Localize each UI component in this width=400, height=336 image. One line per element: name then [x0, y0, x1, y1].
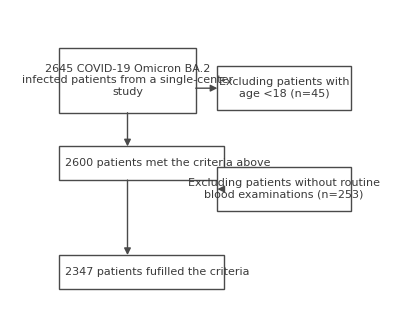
Text: 2645 COVID-19 Omicron BA.2
infected patients from a single-center
study: 2645 COVID-19 Omicron BA.2 infected pati… — [22, 64, 233, 97]
Text: 2347 patients fufilled the criteria: 2347 patients fufilled the criteria — [65, 267, 249, 277]
FancyBboxPatch shape — [59, 48, 196, 113]
FancyBboxPatch shape — [218, 66, 351, 110]
FancyBboxPatch shape — [218, 167, 351, 211]
FancyBboxPatch shape — [59, 255, 224, 289]
FancyBboxPatch shape — [59, 146, 224, 180]
Text: 2600 patients met the criteria above: 2600 patients met the criteria above — [65, 158, 270, 168]
Text: Excluding patients without routine
blood examinations (n=253): Excluding patients without routine blood… — [188, 178, 380, 200]
Text: Excluding patients with
age <18 (n=45): Excluding patients with age <18 (n=45) — [219, 77, 349, 99]
